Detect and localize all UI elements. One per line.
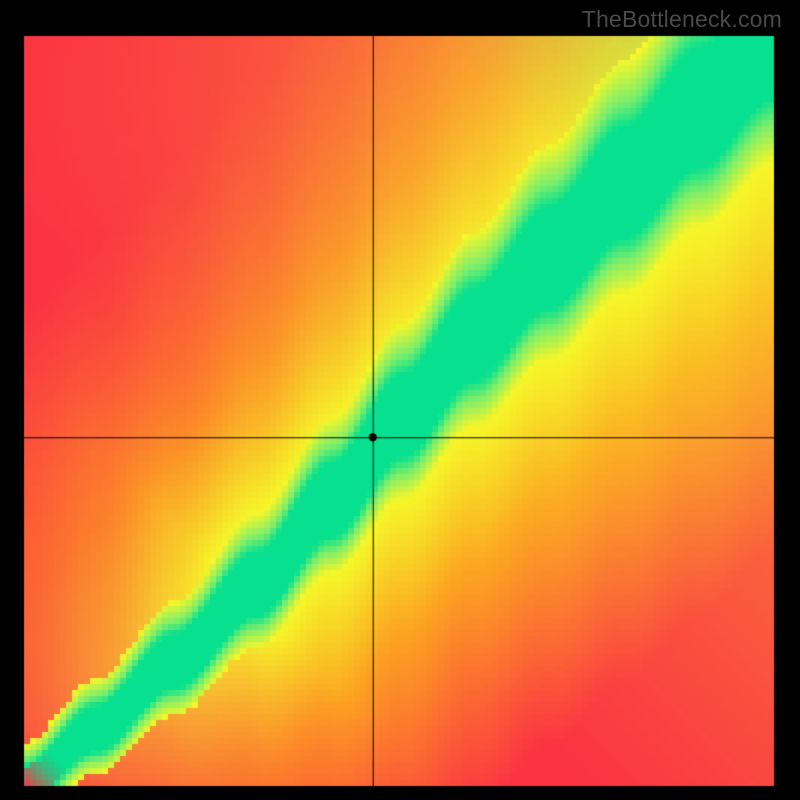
- chart-container: TheBottleneck.com: [0, 0, 800, 800]
- watermark-text: TheBottleneck.com: [582, 6, 782, 33]
- bottleneck-heatmap: [0, 0, 800, 800]
